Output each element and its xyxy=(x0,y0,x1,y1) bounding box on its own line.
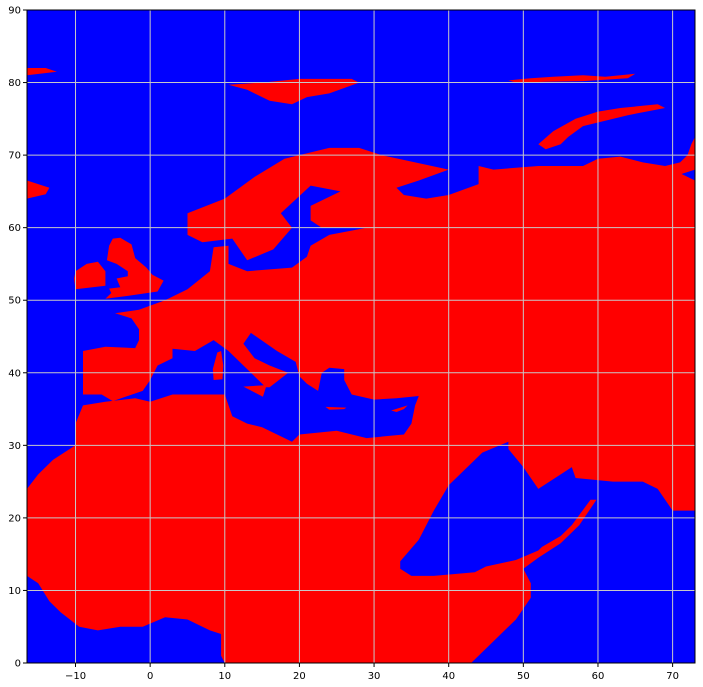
y-tick-label: 10 xyxy=(8,586,21,597)
land-iceland xyxy=(27,180,50,199)
land-great-britain xyxy=(105,237,164,299)
x-tick-label: −10 xyxy=(65,671,86,682)
y-tick-label: 60 xyxy=(8,223,21,234)
y-tick-label: 0 xyxy=(15,659,21,670)
x-tick-label: 0 xyxy=(147,671,153,682)
y-tick-label: 50 xyxy=(8,296,21,307)
land-eurasia-africa xyxy=(27,147,695,663)
y-tick-label: 80 xyxy=(8,78,21,89)
land-greenland-edge xyxy=(27,68,57,76)
y-tick-label: 30 xyxy=(8,441,21,452)
x-tick-label: 50 xyxy=(517,671,530,682)
land-crete xyxy=(325,406,347,410)
land-ireland xyxy=(74,261,106,290)
x-tick-label: 30 xyxy=(368,671,381,682)
x-tick-label: 60 xyxy=(592,671,605,682)
y-tick-label: 70 xyxy=(8,151,21,162)
x-tick-label: 40 xyxy=(442,671,455,682)
map-border xyxy=(26,9,696,664)
land-layer xyxy=(27,68,695,663)
x-tick-label: 70 xyxy=(666,671,679,682)
y-tick-label: 40 xyxy=(8,368,21,379)
y-tick-label: 90 xyxy=(8,6,21,17)
x-tick-label: 10 xyxy=(218,671,231,682)
x-tick-label: 20 xyxy=(293,671,306,682)
tick-layer: −10 0 10 20 30 40 50 60 70 0 10 20 30 40 50 60 70 80 90 xyxy=(8,6,679,683)
y-tick-label: 20 xyxy=(8,513,21,524)
land-svalbard xyxy=(228,78,360,105)
land-cyprus xyxy=(391,405,408,412)
land-franz-josef-land xyxy=(508,73,636,83)
map-plot-area xyxy=(27,10,695,663)
land-sicily xyxy=(243,385,267,397)
land-novaya-zemlya xyxy=(538,104,666,150)
